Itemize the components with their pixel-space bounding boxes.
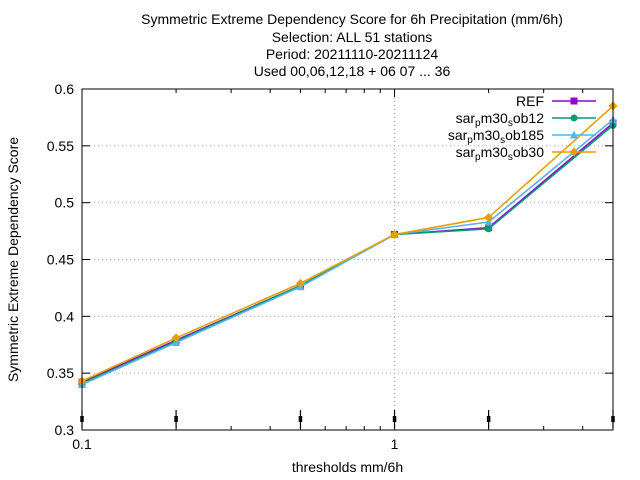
legend-label-part: ob185 <box>505 127 544 143</box>
title-line-2: Selection: ALL 51 stations <box>272 29 433 45</box>
legend-label-subscript: p <box>467 135 473 146</box>
legend-label-subscript: p <box>475 152 481 163</box>
title-line-1: Symmetric Extreme Dependency Score for 6… <box>141 11 563 27</box>
legend-label-part: ob30 <box>513 144 544 160</box>
legend-marker <box>570 114 578 122</box>
axis-ticks: 0.3 0.35 0.4 0.45 0.5 0.55 0.6 0.1 1 <box>47 81 614 452</box>
data-point <box>295 278 305 288</box>
x-tick-label: 1 <box>391 436 399 452</box>
legend-label-part: m30 <box>481 144 508 160</box>
legend-label-part: ob12 <box>513 110 544 126</box>
legend-label-subscript: s <box>508 118 513 129</box>
legend-label-part: sar <box>456 110 476 126</box>
threshold-markers <box>80 410 615 428</box>
data-point <box>484 212 494 222</box>
legend-label-part: sar <box>456 144 476 160</box>
legend-label-part: sar <box>448 127 468 143</box>
legend-marker <box>570 97 578 105</box>
y-axis-label: Symmetric Extreme Dependency Score <box>5 137 21 382</box>
legend-marker <box>569 147 579 157</box>
title-line-4: Used 00,06,12,18 + 06 07 ... 36 <box>254 63 451 79</box>
series-line <box>81 105 614 382</box>
legend-label: sarpm30sob12 <box>456 110 545 129</box>
series-line <box>81 119 614 386</box>
legend-marker <box>570 130 578 139</box>
title-line-3: Period: 20211110-20211124 <box>266 46 439 62</box>
legend-label-subscript: s <box>500 135 505 146</box>
legend-label: sarpm30sob30 <box>456 144 545 163</box>
legend-label-part: m30 <box>481 110 508 126</box>
y-tick-label: 0.5 <box>55 195 75 211</box>
legend-entry-3: sarpm30sob185 <box>448 127 596 146</box>
legend-label-part: REF <box>516 93 544 109</box>
y-tick-label: 0.4 <box>55 308 75 324</box>
legend-label: REF <box>516 93 544 109</box>
x-tick-label: 0.1 <box>72 436 92 452</box>
y-tick-label: 0.55 <box>47 138 74 154</box>
legend-label: sarpm30sob185 <box>448 127 544 146</box>
y-tick-label: 0.3 <box>55 422 75 438</box>
legend-label-part: m30 <box>473 127 500 143</box>
y-tick-label: 0.35 <box>47 365 74 381</box>
x-axis-label: thresholds mm/6h <box>292 459 403 475</box>
y-tick-label: 0.45 <box>47 252 74 268</box>
legend-label-subscript: p <box>475 118 481 129</box>
legend-label-subscript: s <box>508 152 513 163</box>
chart-title: Symmetric Extreme Dependency Score for 6… <box>141 11 563 79</box>
legend-entry-2: sarpm30sob12 <box>456 110 596 129</box>
grid <box>82 89 613 430</box>
legend-entry-4: sarpm30sob30 <box>456 144 596 163</box>
legend-entry-1: REF <box>516 93 596 109</box>
series-line <box>81 122 614 383</box>
data-point <box>171 333 181 343</box>
data-point <box>485 225 493 233</box>
y-tick-label: 0.6 <box>55 81 75 97</box>
data-point <box>390 229 400 239</box>
